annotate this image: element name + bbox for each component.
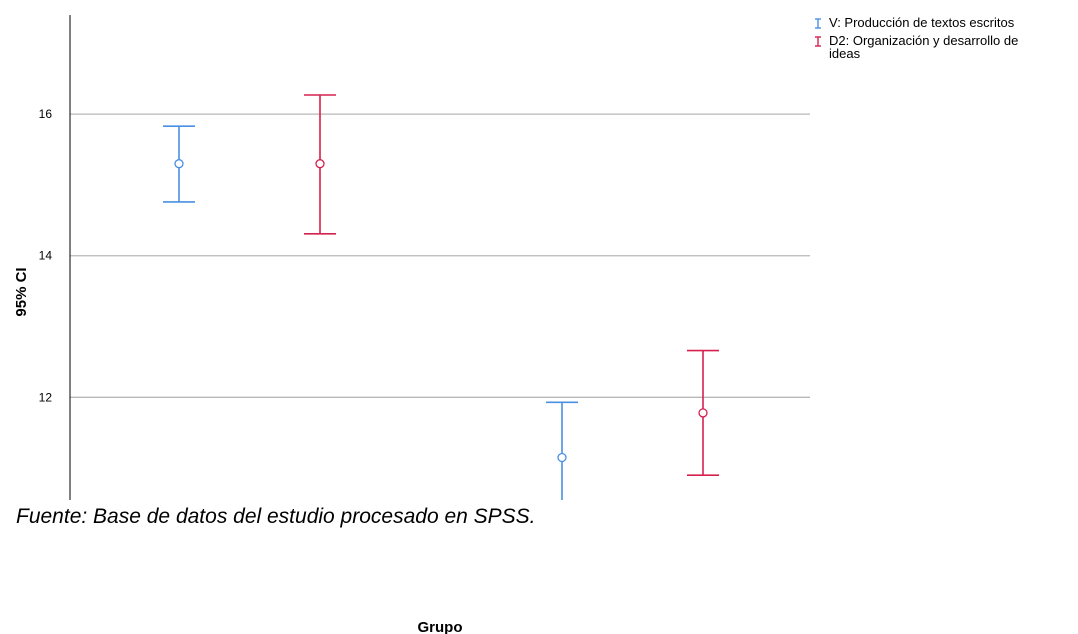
mean-marker-2-1 (315, 159, 325, 169)
series-layer (163, 94, 719, 500)
series-2 (304, 94, 719, 477)
y-axis-label: 95% CI (13, 267, 30, 316)
legend-item-1: V: Producción de textos escritos (815, 15, 1015, 30)
legend-label-line: D2: Organización y desarrollo de (829, 33, 1018, 48)
x-axis-label: Grupo (418, 619, 463, 634)
mean-marker-1-2 (557, 452, 567, 463)
legend-label-1: V: Producción de textos escritos (829, 15, 1015, 30)
series-1 (163, 125, 578, 500)
legend-label-line: V: Producción de textos escritos (829, 15, 1015, 30)
legend-label-line: ideas (829, 46, 861, 61)
y-tick-label-16: 16 (39, 107, 53, 121)
legend: V: Producción de textos escritos D2: Orga… (815, 15, 1018, 61)
mean-marker-1-1 (174, 159, 184, 169)
figure-caption: Fuente: Base de datos del estudio proces… (16, 505, 536, 528)
y-tick-labels: 12 14 16 (39, 107, 53, 404)
legend-item-2: D2: Organización y desarrollo de ideas (815, 33, 1018, 61)
legend-label-2: D2: Organización y desarrollo de ideas (829, 33, 1018, 61)
y-tick-label-14: 14 (39, 249, 53, 263)
mean-marker-2-2 (698, 408, 708, 418)
y-tick-label-12: 12 (39, 390, 53, 404)
gridlines (70, 113, 810, 398)
